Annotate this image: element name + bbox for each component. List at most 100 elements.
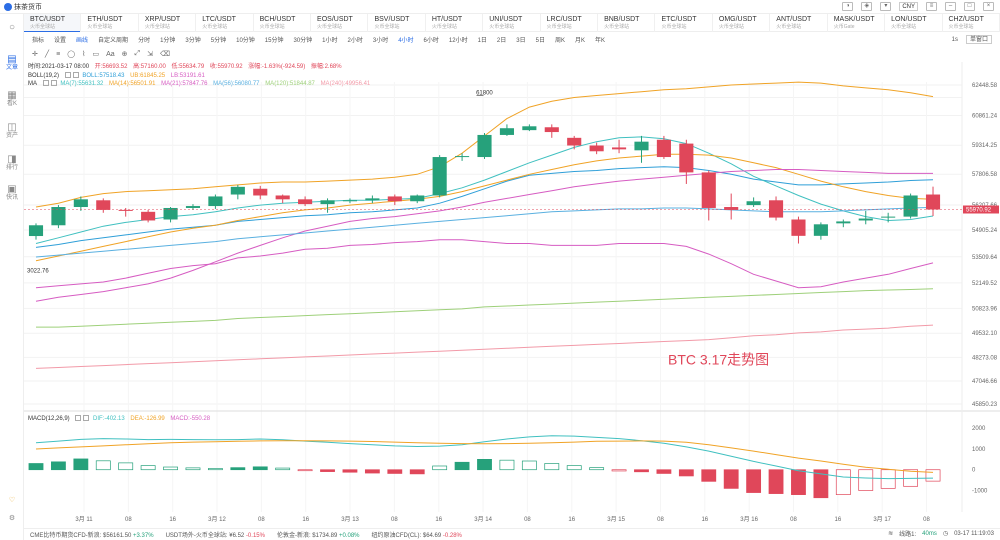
info-low: 低:55634.79: [171, 64, 205, 70]
tab-bch-usdt[interactable]: BCH/USDT 火币全球站: [254, 14, 312, 32]
tips-icon[interactable]: ♡: [8, 497, 16, 504]
timeframe-5[interactable]: 15分钟: [264, 37, 284, 44]
tab-etc-usdt[interactable]: ETC/USDT 火币全球站: [655, 14, 713, 32]
timeframe-1[interactable]: 1分钟: [160, 37, 176, 44]
gift-icon[interactable]: ◈: [861, 2, 873, 11]
timeframe-9[interactable]: 3小时: [372, 37, 389, 44]
tab-bsv-usdt[interactable]: BSV/USDT 火币全球站: [368, 14, 426, 32]
timeframe-4[interactable]: 10分钟: [236, 37, 255, 44]
macd-bar: [477, 459, 492, 471]
draw-tool-5[interactable]: ▭: [92, 51, 100, 58]
nav-item-1[interactable]: ▤ 文章: [0, 54, 24, 72]
timeframe-19[interactable]: 年K: [594, 37, 605, 44]
window-mode-select[interactable]: 单窗口: [965, 35, 992, 44]
macd-bar: [656, 469, 672, 474]
tab-lrc-usdt[interactable]: LRC/USDT 火币全球站: [541, 14, 599, 32]
close-icon[interactable]: ×: [983, 2, 994, 11]
chart-info: 时间:2021-03-17 08:00 开:56693.52 高:57160.0…: [28, 63, 374, 89]
settings-icon[interactable]: ⚙: [8, 515, 16, 522]
x-tick-label: 16: [169, 517, 176, 523]
eye-icon[interactable]: [42, 80, 49, 87]
tab-uni-usdt[interactable]: UNI/USDT 火币全球站: [483, 14, 541, 32]
candle: [813, 224, 828, 236]
timeframe-17[interactable]: 周K: [554, 37, 565, 44]
draw-tool-4[interactable]: ⌇: [82, 51, 86, 58]
timeframe-16[interactable]: 5日: [535, 37, 545, 44]
candle: [432, 157, 447, 196]
nav-item-2[interactable]: ▦ 看K: [0, 90, 24, 108]
custom-period-select[interactable]: 自定义周期: [98, 37, 129, 44]
ticker-1[interactable]: USDT场外-火币全球站: ¥6.52 -0.15%: [166, 530, 265, 539]
macd-value: MACD:-550.28: [170, 415, 211, 422]
timeframe-11[interactable]: 6小时: [423, 37, 439, 44]
shirt-icon[interactable]: ▾: [880, 2, 892, 11]
nav-item-0[interactable]: ○: [0, 22, 24, 33]
draw-tool-3[interactable]: ◯: [67, 51, 76, 58]
skin-icon[interactable]: ◑: [842, 2, 854, 11]
nav-item-4[interactable]: ◨ 排行: [0, 154, 24, 172]
tab-ltc-usdt[interactable]: LTC/USDT 火币全球站: [196, 14, 254, 32]
toolbar-0[interactable]: 指标: [32, 37, 45, 44]
timeframe-15[interactable]: 3日: [516, 37, 526, 44]
tab-omg-usdt[interactable]: OMG/USDT 火币全球站: [713, 14, 771, 32]
tab-bnb-usdt[interactable]: BNB/USDT 火币全球站: [598, 14, 656, 32]
timeframe-8[interactable]: 2小时: [347, 37, 363, 44]
timeframe-10[interactable]: 4小时: [398, 37, 414, 44]
tab-lon-usdt[interactable]: LON/USDT 火币全球站: [885, 14, 943, 32]
timeframe-2[interactable]: 3分钟: [185, 37, 201, 44]
ma21-line: [35, 169, 933, 302]
draw-tool-1[interactable]: ╱: [44, 51, 50, 58]
timeframe-14[interactable]: 2日: [496, 37, 507, 44]
timeframe-13[interactable]: 1日: [477, 37, 487, 44]
tab-eos-usdt[interactable]: EOS/USDT 火币全球站: [311, 14, 369, 32]
x-tick-label: 08: [524, 517, 531, 523]
timeframe-7[interactable]: 1小时: [322, 37, 338, 44]
menu-icon[interactable]: ≡: [926, 2, 937, 11]
ticker-0[interactable]: CME比特币期货CFD-新浪: $56161.50 +3.37%: [30, 530, 154, 539]
draw-tool-9[interactable]: ⇲: [147, 51, 153, 58]
tab-pair-name: BNB/USDT: [604, 16, 640, 23]
ticker-2[interactable]: 伦敦金-新浪: $1734.89 +0.08%: [277, 530, 360, 539]
status-bar: CME比特币期货CFD-新浪: $56161.50 +3.37% USDT场外-火…: [24, 528, 1000, 540]
tab-eth-usdt[interactable]: ETH/USDT 火币全球站: [81, 14, 139, 32]
eye-icon[interactable]: [75, 415, 82, 421]
maximize-icon[interactable]: □: [964, 2, 975, 11]
tab-ant-usdt[interactable]: ANT/USDT 火币全球站: [770, 14, 828, 32]
nav-item-5[interactable]: ▣ 快讯: [0, 184, 24, 202]
macd-bar: [320, 469, 335, 472]
timeframe-3[interactable]: 5分钟: [210, 37, 227, 44]
draw-tool-2[interactable]: ≡: [56, 50, 61, 58]
ticker-3[interactable]: 纽约原油CFD(CL): $64.69 -0.28%: [372, 530, 462, 539]
interval-select[interactable]: 1s: [951, 36, 958, 43]
draw-tool-6[interactable]: Aa: [106, 50, 115, 58]
tab-chz-usdt[interactable]: CHZ/USDT 火币全球站: [943, 14, 1000, 32]
timeframe-6[interactable]: 30分钟: [293, 37, 313, 44]
macd-bar: [521, 460, 537, 471]
toolbar-right: 1s 单窗口: [952, 35, 992, 44]
timeframe-18[interactable]: 月K: [574, 37, 585, 44]
draw-tool-7[interactable]: ⊕: [121, 51, 128, 58]
tab-pair-name: LRC/USDT: [546, 16, 582, 23]
close-indicator-icon[interactable]: [83, 415, 90, 421]
x-tick-label: 3月 15: [607, 516, 625, 523]
tab-btc-usdt[interactable]: BTC/USDT 火币全球站: [24, 14, 82, 32]
nav-item-3[interactable]: ◫ 资产: [0, 122, 24, 140]
draw-tool-8[interactable]: ⤢: [134, 50, 141, 57]
x-tick-label: 08: [125, 517, 132, 523]
timeframe-12[interactable]: 12小时: [448, 37, 468, 44]
close-indicator-icon[interactable]: [72, 71, 79, 78]
tab-ht-usdt[interactable]: HT/USDT 火币全球站: [426, 14, 484, 32]
tab-mask-usdt[interactable]: MASK/USDT 火币Gate: [828, 14, 886, 32]
timeframe-0[interactable]: 分时: [138, 37, 151, 44]
toolbar-2[interactable]: 画线: [76, 37, 89, 44]
draw-tool-0[interactable]: ✛: [32, 51, 38, 58]
eye-icon[interactable]: [64, 71, 71, 78]
minimize-icon[interactable]: –: [945, 2, 956, 11]
draw-tool-10[interactable]: ⌫: [160, 51, 170, 58]
currency-select[interactable]: CNY: [899, 2, 918, 11]
candle: [455, 156, 470, 158]
tab-xrp-usdt[interactable]: XRP/USDT 火币全球站: [139, 14, 197, 32]
toolbar-1[interactable]: 设置: [54, 37, 67, 44]
close-indicator-icon[interactable]: [50, 80, 57, 87]
